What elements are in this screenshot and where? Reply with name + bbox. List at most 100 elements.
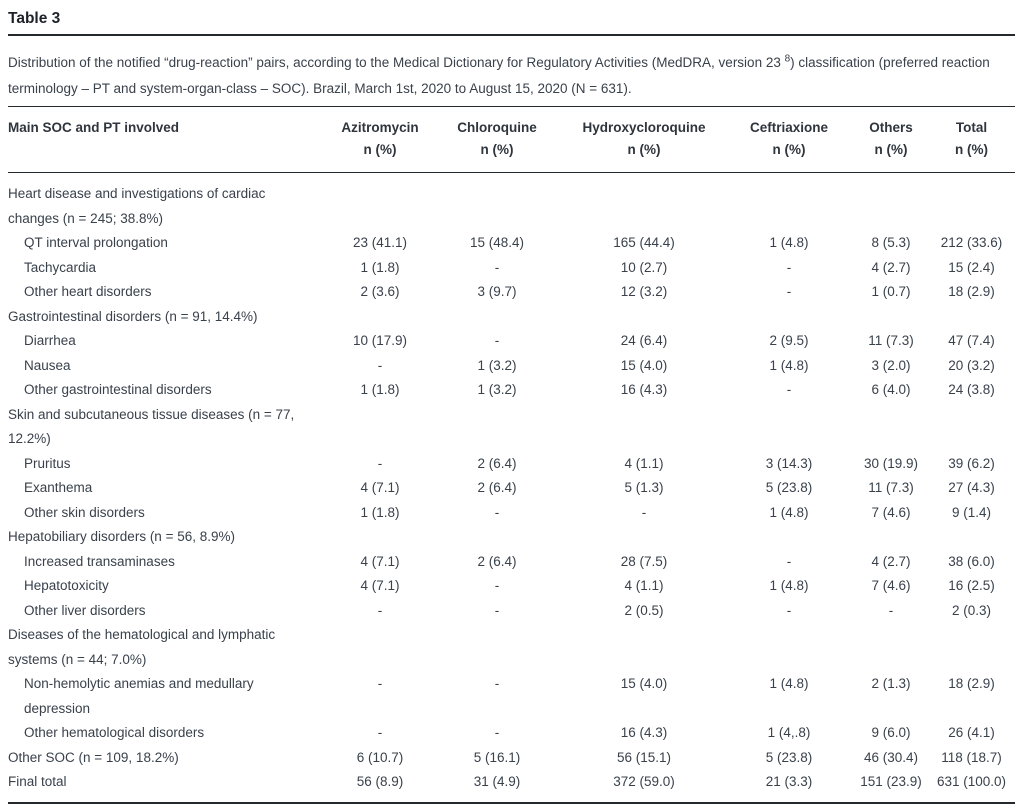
cell-others: 3 (2.0)	[871, 357, 911, 373]
cell-ceftriaxione: 1 (4.8)	[769, 357, 809, 373]
cell-others: 4 (2.7)	[871, 553, 911, 569]
column-label: Ceftriaxione	[749, 120, 829, 135]
column-label: Others	[869, 120, 913, 135]
column-sublabel: n (%)	[955, 142, 988, 157]
cell-azitromycin: 56 (8.9)	[356, 774, 404, 789]
table-row: Nausea - 1 (3.2) 15 (4.0) 1 (4.8) 3 (2.0) 20 (…	[8, 354, 1015, 379]
cell-ceftriaxione	[724, 623, 854, 672]
table-row: Pruritus - 2 (6.4) 4 (1.1) 3 (14.3) 30 (19.9)…	[8, 452, 1015, 477]
column-header-ceftriaxione: Ceftriaxione n (%)	[724, 106, 854, 173]
cell-hydroxycloroquine: 16 (4.3)	[620, 725, 668, 740]
cell-chloroquine	[430, 525, 564, 550]
cell-total: 26 (4.1)	[948, 725, 995, 740]
cell-ceftriaxione: -	[786, 259, 792, 275]
cell-azitromycin: 4 (7.1)	[360, 553, 400, 569]
table-body: Heart disease and investigations of card…	[8, 173, 1015, 803]
table-row: Diarrhea 10 (17.9) - 24 (6.4) 2 (9.5) 11 (7.3…	[8, 329, 1015, 354]
cell-hydroxycloroquine	[564, 525, 724, 550]
cell-total: 38 (6.0)	[948, 553, 995, 569]
soc-group-label: Skin and subcutaneous tissue diseases (n…	[8, 406, 295, 447]
cell-chloroquine: 1 (3.2)	[477, 382, 517, 397]
cell-others: 7 (4.6)	[871, 578, 911, 593]
cell-ceftriaxione: 5 (23.8)	[765, 480, 813, 495]
cell-azitromycin	[330, 305, 430, 330]
cell-hydroxycloroquine	[564, 305, 724, 330]
cell-total	[928, 623, 1015, 672]
cell-others	[854, 305, 928, 330]
column-sublabel: n (%)	[480, 142, 514, 157]
cell-others: 7 (4.6)	[871, 504, 911, 520]
cell-chloroquine: -	[494, 602, 500, 618]
soc-group-label: Gastrointestinal disorders (n = 91, 14.4…	[8, 308, 258, 324]
cell-ceftriaxione: 2 (9.5)	[769, 333, 809, 348]
cell-ceftriaxione: -	[786, 553, 792, 569]
cell-total: 9 (1.4)	[951, 504, 992, 520]
cell-hydroxycloroquine	[564, 403, 724, 452]
cell-ceftriaxione: 1 (4.8)	[769, 235, 809, 250]
cell-others: 30 (19.9)	[863, 455, 919, 471]
row-label: Other gastrointestinal disorders	[24, 382, 212, 397]
cell-others: 11 (7.3)	[868, 480, 914, 495]
column-header-others: Others n (%)	[854, 106, 928, 173]
cell-total: 20 (3.2)	[948, 357, 995, 373]
cell-hydroxycloroquine: -	[641, 504, 647, 520]
cell-azitromycin	[330, 173, 430, 232]
cell-azitromycin: 1 (1.8)	[360, 382, 400, 397]
header-row: Main SOC and PT involved Azitromycin n (%…	[8, 106, 1015, 173]
row-label: QT interval prolongation	[24, 235, 168, 250]
cell-hydroxycloroquine: 15 (4.0)	[620, 357, 668, 373]
cell-hydroxycloroquine: 10 (2.7)	[620, 259, 668, 275]
cell-azitromycin: 4 (7.1)	[360, 480, 400, 495]
cell-ceftriaxione	[724, 525, 854, 550]
cell-hydroxycloroquine: 56 (15.1)	[616, 749, 672, 765]
column-label: Total	[955, 120, 988, 135]
cell-hydroxycloroquine: 28 (7.5)	[620, 553, 668, 569]
cell-chloroquine: 1 (3.2)	[477, 357, 517, 373]
cell-azitromycin: 10 (17.9)	[352, 333, 408, 348]
cell-azitromycin: 23 (41.1)	[352, 235, 408, 250]
cell-others: 8 (5.3)	[871, 235, 911, 250]
cell-hydroxycloroquine: 15 (4.0)	[620, 676, 668, 691]
cell-others: 46 (30.4)	[863, 749, 919, 765]
cell-total: 118 (18.7)	[941, 749, 1002, 765]
cell-hydroxycloroquine: 24 (6.4)	[620, 333, 668, 348]
column-sublabel: n (%)	[363, 142, 397, 157]
row-label: Final total	[8, 774, 67, 789]
table-row: Other gastrointestinal disorders 1 (1.8) 1…	[8, 378, 1015, 403]
cell-chloroquine: 31 (4.9)	[473, 774, 521, 789]
row-label: Other skin disorders	[24, 504, 145, 520]
cell-chloroquine: -	[494, 504, 500, 520]
cell-chloroquine: -	[494, 676, 500, 691]
cell-total: 212 (33.6)	[940, 235, 1003, 250]
cell-total	[928, 305, 1015, 330]
cell-hydroxycloroquine: 4 (1.1)	[624, 455, 664, 471]
cell-chloroquine: 2 (6.4)	[477, 480, 517, 495]
table-row: Final total 56 (8.9) 31 (4.9) 372 (59.0) 21 …	[8, 770, 1015, 803]
column-sublabel: n (%)	[627, 142, 661, 157]
column-sublabel: n (%)	[772, 142, 806, 157]
cell-total: 39 (6.2)	[948, 455, 995, 471]
citation-superscript: 8	[784, 53, 791, 65]
cell-azitromycin: -	[377, 676, 383, 691]
cell-chloroquine	[430, 305, 564, 330]
row-label: Pruritus	[24, 455, 71, 471]
cell-total: 16 (2.5)	[948, 578, 995, 593]
column-sublabel: n (%)	[874, 142, 908, 157]
row-label: Nausea	[24, 357, 71, 373]
cell-others	[854, 525, 928, 550]
cell-total: 18 (2.9)	[948, 284, 995, 299]
table-caption: Distribution of the notified “drug-react…	[8, 50, 1015, 102]
cell-ceftriaxione	[724, 403, 854, 452]
cell-chloroquine: 2 (6.4)	[477, 455, 517, 471]
cell-hydroxycloroquine: 4 (1.1)	[624, 578, 664, 593]
cell-chloroquine	[430, 173, 564, 232]
cell-hydroxycloroquine: 12 (3.2)	[620, 284, 668, 299]
table-row: Other heart disorders 2 (3.6) 3 (9.7) 12 (3…	[8, 280, 1015, 305]
cell-hydroxycloroquine	[564, 623, 724, 672]
caption-text-part2: ) classification (preferred reaction ter…	[8, 55, 990, 96]
cell-others: 6 (4.0)	[871, 382, 911, 397]
cell-azitromycin: 1 (1.8)	[360, 259, 400, 275]
cell-hydroxycloroquine: 5 (1.3)	[624, 480, 664, 495]
column-header-azitromycin: Azitromycin n (%)	[330, 106, 430, 173]
cell-ceftriaxione: 1 (4.8)	[769, 578, 809, 593]
